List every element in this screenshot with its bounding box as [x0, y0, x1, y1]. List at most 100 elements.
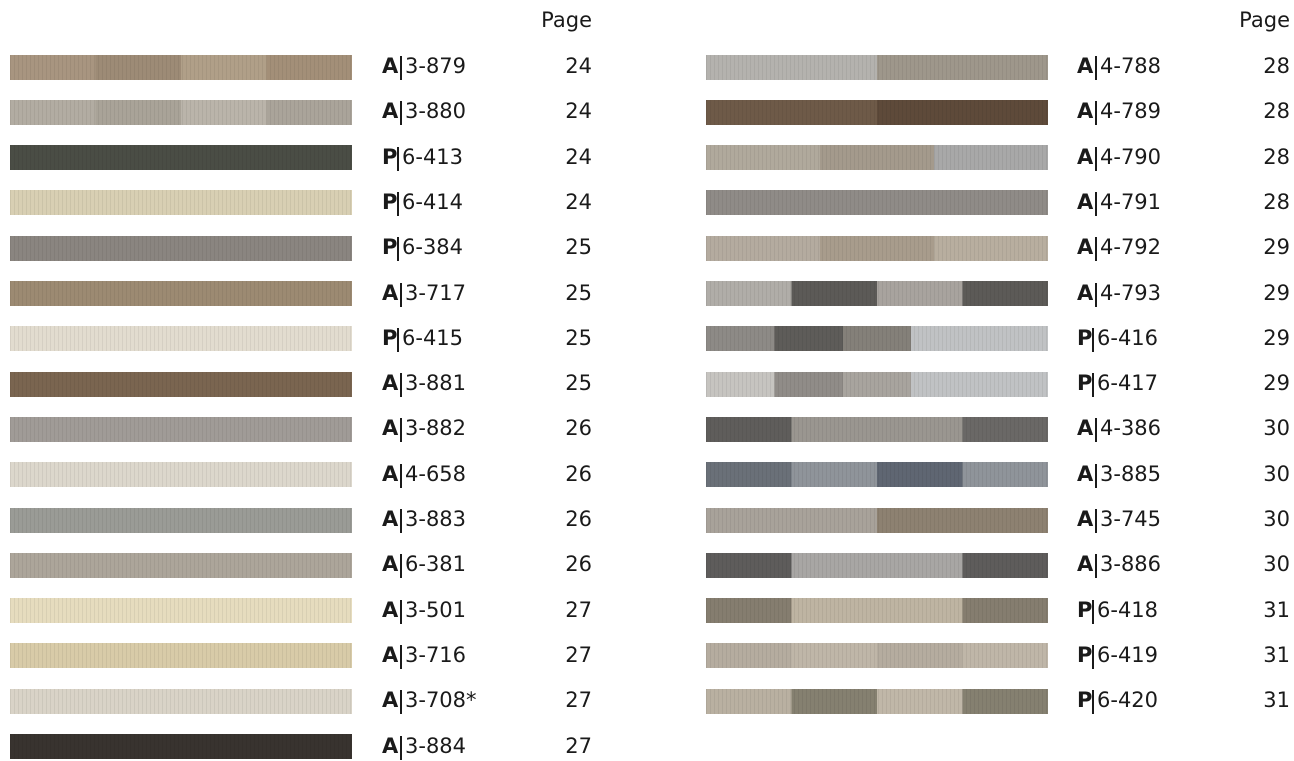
collection-letter: P: [382, 189, 398, 214]
separator: [1095, 509, 1097, 533]
separator: [1095, 191, 1097, 216]
separator: [1095, 554, 1097, 579]
collection-letter: P: [1077, 325, 1093, 350]
fabric-code: 4-789: [1100, 99, 1162, 124]
separator: [1095, 282, 1097, 307]
collection-letter: A: [1077, 189, 1094, 214]
page-number: 30: [1263, 552, 1290, 577]
fabric-swatch: [706, 643, 1048, 669]
collection-letter: A: [382, 371, 399, 396]
collection-letter: A: [382, 54, 399, 78]
page-number: 28: [1263, 144, 1290, 169]
separator: [1092, 644, 1094, 669]
fabric-swatch: [10, 145, 352, 171]
collection-letter: A: [382, 99, 399, 124]
fabric-code: 6-414: [402, 189, 464, 214]
fabric-code: 6-416: [1097, 325, 1159, 350]
page-number: 24: [565, 144, 592, 169]
fabric-swatch: [706, 99, 1048, 125]
page-number: 29: [1263, 325, 1290, 350]
fabric-code: 4-386: [1100, 416, 1162, 441]
separator: [400, 509, 402, 533]
fabric-swatch: [706, 598, 1048, 624]
fabric-swatch: [10, 281, 352, 306]
fabric-code: 4-788: [1100, 54, 1162, 78]
separator: [397, 191, 399, 216]
page-number: 26: [565, 507, 592, 531]
fabric-swatch: [10, 598, 352, 624]
collection-letter: A: [382, 733, 399, 758]
page-number: 26: [565, 552, 592, 577]
collection-letter: A: [1077, 416, 1094, 441]
page-number: 27: [565, 597, 592, 622]
page-number: 27: [565, 733, 592, 758]
separator: [400, 735, 402, 760]
page-number: 30: [1263, 416, 1290, 441]
page-number: 25: [565, 280, 592, 305]
fabric-code: 3-745: [1100, 507, 1162, 531]
fabric-swatch: [10, 734, 352, 759]
fabric-code: 4-791: [1100, 189, 1162, 214]
fabric-code: 3-501: [405, 597, 467, 622]
separator: [400, 463, 402, 488]
fabric-code: 6-384: [402, 235, 464, 260]
fabric-swatch: [10, 190, 352, 216]
collection-letter: A: [1077, 507, 1094, 531]
fabric-swatch: [706, 371, 1048, 397]
separator: [397, 237, 399, 262]
fabric-swatch: [706, 235, 1048, 261]
page-number: 25: [565, 325, 592, 350]
fabric-code: 3-716: [405, 642, 467, 667]
separator: [1092, 599, 1094, 624]
fabric-swatch: [10, 552, 352, 578]
fabric-swatch: [10, 54, 352, 80]
fabric-code: 4-790: [1100, 144, 1162, 169]
fabric-swatch: [10, 688, 352, 714]
fabric-code: 4-658: [405, 461, 467, 486]
fabric-swatch: [10, 416, 352, 442]
separator: [1095, 418, 1097, 443]
fabric-swatch: [706, 462, 1048, 488]
page-number: 31: [1263, 642, 1290, 667]
separator: [397, 146, 399, 171]
fabric-code: 3-881: [405, 371, 467, 396]
collection-letter: A: [1077, 54, 1094, 78]
page-number: 24: [565, 99, 592, 124]
fabric-code: 6-419: [1097, 642, 1159, 667]
fabric-swatch: [10, 99, 352, 125]
separator: [1092, 327, 1094, 352]
column-header: Page: [1239, 8, 1290, 32]
separator: [1095, 463, 1097, 488]
page-number: 28: [1263, 189, 1290, 214]
fabric-swatch: [10, 326, 352, 352]
fabric-swatch: [706, 688, 1048, 714]
page-number: 29: [1263, 371, 1290, 396]
collection-letter: A: [1077, 552, 1094, 577]
fabric-swatch: [706, 326, 1048, 352]
fabric-code: 3-884: [405, 733, 467, 758]
collection-letter: A: [382, 552, 399, 577]
separator: [1095, 56, 1097, 80]
fabric-code: 3-717: [405, 280, 467, 305]
collection-letter: P: [1077, 642, 1093, 667]
collection-letter: A: [382, 280, 399, 305]
collection-letter: P: [1077, 688, 1093, 713]
page-number: 29: [1263, 235, 1290, 260]
fabric-code: 3-882: [405, 416, 467, 441]
page-number: 26: [565, 461, 592, 486]
fabric-swatch: [10, 235, 352, 261]
fabric-code: 6-415: [402, 325, 464, 350]
collection-letter: P: [382, 325, 398, 350]
separator: [1095, 101, 1097, 126]
fabric-code: 3-883: [405, 507, 467, 531]
page-number: 31: [1263, 688, 1290, 713]
collection-letter: A: [1077, 235, 1094, 260]
collection-letter: A: [382, 642, 399, 667]
separator: [400, 554, 402, 579]
fabric-code: 4-793: [1100, 280, 1162, 305]
page-number: 26: [565, 416, 592, 441]
page-number: 27: [565, 688, 592, 713]
page-number: 29: [1263, 280, 1290, 305]
page-number: 28: [1263, 99, 1290, 124]
